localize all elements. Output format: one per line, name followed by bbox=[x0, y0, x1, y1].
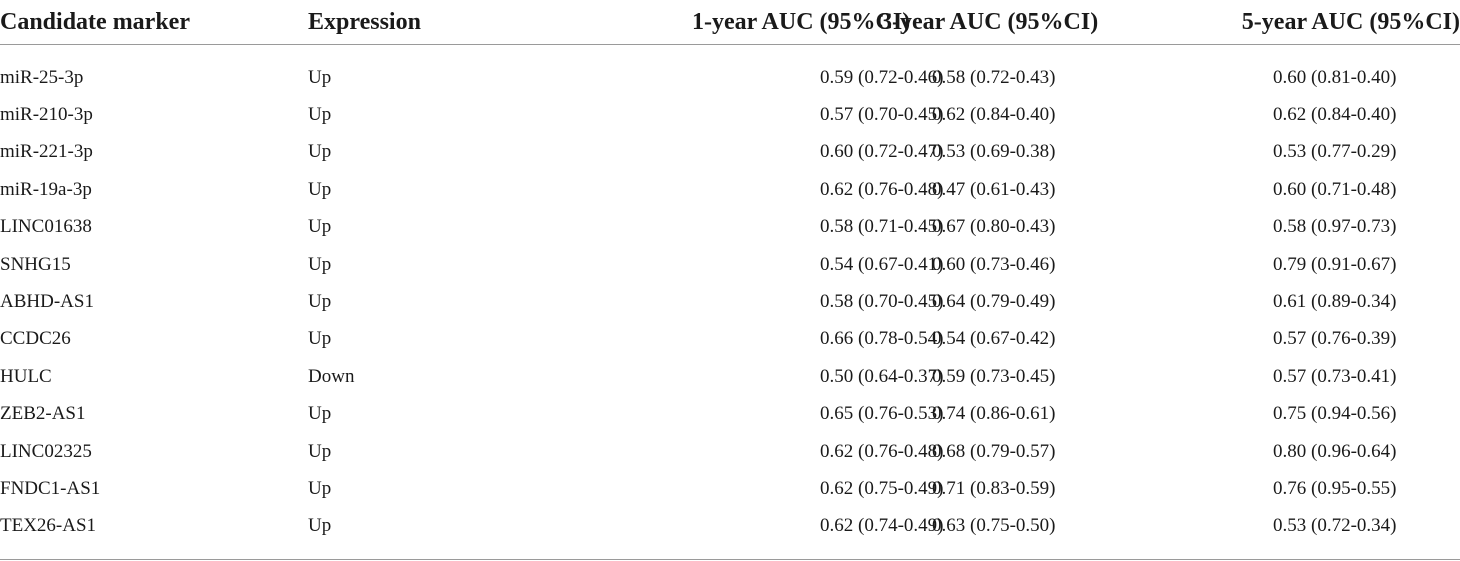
table-row: ZEB2-AS1 Up 0.65 (0.76-0.53) 0.74 (0.86-0.6… bbox=[0, 396, 1460, 433]
marker-cell: HULC bbox=[0, 365, 52, 387]
auc-5-year-cell: 0.53 (0.72-0.34) bbox=[1273, 515, 1397, 537]
table-row: LINC02325 Up 0.62 (0.76-0.48) 0.68 (0.79-0.… bbox=[0, 433, 1460, 470]
auc-5-year-cell: 0.61 (0.89-0.34) bbox=[1273, 291, 1397, 313]
auc-1-year-cell: 0.65 (0.76-0.53) bbox=[820, 403, 944, 425]
expression-cell: Up bbox=[308, 178, 332, 200]
auc-1-year-cell: 0.58 (0.70-0.45) bbox=[820, 291, 944, 313]
expression-cell: Up bbox=[308, 440, 332, 462]
auc-5-year-cell: 0.60 (0.71-0.48) bbox=[1273, 178, 1397, 200]
auc-1-year-cell: 0.62 (0.75-0.49) bbox=[820, 477, 944, 499]
table-row: FNDC1-AS1 Up 0.62 (0.75-0.49) 0.71 (0.83-0.… bbox=[0, 470, 1460, 507]
marker-cell: miR-25-3p bbox=[0, 66, 84, 88]
auc-5-year-cell: 0.80 (0.96-0.64) bbox=[1273, 440, 1397, 462]
auc-3-year-cell: 0.59 (0.73-0.45) bbox=[932, 365, 1056, 387]
expression-cell: Up bbox=[308, 216, 332, 238]
table-row: miR-19a-3p Up 0.62 (0.76-0.48) 0.47 (0.61-0… bbox=[0, 171, 1460, 208]
auc-3-year-cell: 0.67 (0.80-0.43) bbox=[932, 216, 1056, 238]
table-header: Candidate marker Expression 1-year AUC (… bbox=[0, 0, 1460, 45]
header-3-year-auc: 3-year AUC (95%CI) bbox=[880, 8, 1099, 35]
table-body: miR-25-3p Up 0.59 (0.72-0.46) 0.58 (0.72-0.… bbox=[0, 45, 1460, 546]
bottom-rule bbox=[0, 559, 1460, 560]
expression-cell: Up bbox=[308, 477, 332, 499]
table-row: CCDC26 Up 0.66 (0.78-0.54) 0.54 (0.67-0.42)… bbox=[0, 321, 1460, 358]
expression-cell: Up bbox=[308, 104, 332, 126]
auc-1-year-cell: 0.57 (0.70-0.45) bbox=[820, 104, 944, 126]
table-row: HULC Down 0.50 (0.64-0.37) 0.59 (0.73-0.45)… bbox=[0, 358, 1460, 395]
spacer-cell bbox=[0, 45, 1460, 60]
auc-1-year-cell: 0.50 (0.64-0.37) bbox=[820, 365, 944, 387]
auc-5-year-cell: 0.57 (0.76-0.39) bbox=[1273, 328, 1397, 350]
expression-cell: Up bbox=[308, 328, 332, 350]
marker-cell: miR-19a-3p bbox=[0, 178, 92, 200]
auc-3-year-cell: 0.60 (0.73-0.46) bbox=[932, 253, 1056, 275]
spacer-row bbox=[0, 45, 1460, 60]
expression-cell: Up bbox=[308, 253, 332, 275]
expression-cell: Up bbox=[308, 403, 332, 425]
table-row: LINC01638 Up 0.58 (0.71-0.45) 0.67 (0.80-0.… bbox=[0, 209, 1460, 246]
auc-1-year-cell: 0.62 (0.76-0.48) bbox=[820, 440, 944, 462]
auc-5-year-cell: 0.76 (0.95-0.55) bbox=[1273, 477, 1397, 499]
header-1-year-auc: 1-year AUC (95%CI) bbox=[692, 8, 911, 35]
marker-cell: miR-210-3p bbox=[0, 104, 93, 126]
expression-cell: Up bbox=[308, 291, 332, 313]
marker-cell: SNHG15 bbox=[0, 253, 71, 275]
auc-3-year-cell: 0.54 (0.67-0.42) bbox=[932, 328, 1056, 350]
marker-cell: TEX26-AS1 bbox=[0, 515, 97, 537]
auc-3-year-cell: 0.64 (0.79-0.49) bbox=[932, 291, 1056, 313]
auc-1-year-cell: 0.54 (0.67-0.41) bbox=[820, 253, 944, 275]
auc-3-year-cell: 0.74 (0.86-0.61) bbox=[932, 403, 1056, 425]
header-row: Candidate marker Expression 1-year AUC (… bbox=[0, 0, 1460, 45]
marker-cell: CCDC26 bbox=[0, 328, 71, 350]
expression-cell: Up bbox=[308, 515, 332, 537]
auc-5-year-cell: 0.57 (0.73-0.41) bbox=[1273, 365, 1397, 387]
table-row: miR-210-3p Up 0.57 (0.70-0.45) 0.62 (0.84-0… bbox=[0, 96, 1460, 133]
auc-5-year-cell: 0.75 (0.94-0.56) bbox=[1273, 403, 1397, 425]
table-row: miR-221-3p Up 0.60 (0.72-0.47) 0.53 (0.69-0… bbox=[0, 134, 1460, 171]
auc-3-year-cell: 0.58 (0.72-0.43) bbox=[932, 66, 1056, 88]
auc-3-year-cell: 0.63 (0.75-0.50) bbox=[932, 515, 1056, 537]
marker-cell: ZEB2-AS1 bbox=[0, 403, 86, 425]
auc-1-year-cell: 0.66 (0.78-0.54) bbox=[820, 328, 944, 350]
expression-cell: Up bbox=[308, 141, 332, 163]
auc-1-year-cell: 0.62 (0.74-0.49) bbox=[820, 515, 944, 537]
marker-cell: LINC02325 bbox=[0, 440, 92, 462]
auc-1-year-cell: 0.62 (0.76-0.48) bbox=[820, 178, 944, 200]
marker-cell: LINC01638 bbox=[0, 216, 92, 238]
auc-3-year-cell: 0.68 (0.79-0.57) bbox=[932, 440, 1056, 462]
marker-cell: miR-221-3p bbox=[0, 141, 93, 163]
auc-1-year-cell: 0.59 (0.72-0.46) bbox=[820, 66, 944, 88]
expression-cell: Up bbox=[308, 66, 332, 88]
table-row: miR-25-3p Up 0.59 (0.72-0.46) 0.58 (0.72-0.… bbox=[0, 59, 1460, 96]
header-expression: Expression bbox=[308, 8, 421, 35]
auc-5-year-cell: 0.62 (0.84-0.40) bbox=[1273, 104, 1397, 126]
header-5-year-auc: 5-year AUC (95%CI) bbox=[1241, 8, 1460, 35]
expression-cell: Down bbox=[308, 365, 355, 387]
auc-3-year-cell: 0.53 (0.69-0.38) bbox=[932, 141, 1056, 163]
table-row: TEX26-AS1 Up 0.62 (0.74-0.49) 0.63 (0.75-0.… bbox=[0, 508, 1460, 545]
auc-5-year-cell: 0.60 (0.81-0.40) bbox=[1273, 66, 1397, 88]
marker-cell: ABHD-AS1 bbox=[0, 291, 94, 313]
auc-1-year-cell: 0.58 (0.71-0.45) bbox=[820, 216, 944, 238]
header-candidate-marker: Candidate marker bbox=[0, 8, 190, 35]
auc-3-year-cell: 0.47 (0.61-0.43) bbox=[932, 178, 1056, 200]
auc-1-year-cell: 0.60 (0.72-0.47) bbox=[820, 141, 944, 163]
auc-5-year-cell: 0.53 (0.77-0.29) bbox=[1273, 141, 1397, 163]
table-row: SNHG15 Up 0.54 (0.67-0.41) 0.60 (0.73-0.46)… bbox=[0, 246, 1460, 283]
auc-table: Candidate marker Expression 1-year AUC (… bbox=[0, 0, 1460, 546]
auc-5-year-cell: 0.79 (0.91-0.67) bbox=[1273, 253, 1397, 275]
auc-3-year-cell: 0.62 (0.84-0.40) bbox=[932, 104, 1056, 126]
auc-3-year-cell: 0.71 (0.83-0.59) bbox=[932, 477, 1056, 499]
marker-cell: FNDC1-AS1 bbox=[0, 477, 101, 499]
auc-5-year-cell: 0.58 (0.97-0.73) bbox=[1273, 216, 1397, 238]
table-row: ABHD-AS1 Up 0.58 (0.70-0.45) 0.64 (0.79-0.4… bbox=[0, 283, 1460, 320]
